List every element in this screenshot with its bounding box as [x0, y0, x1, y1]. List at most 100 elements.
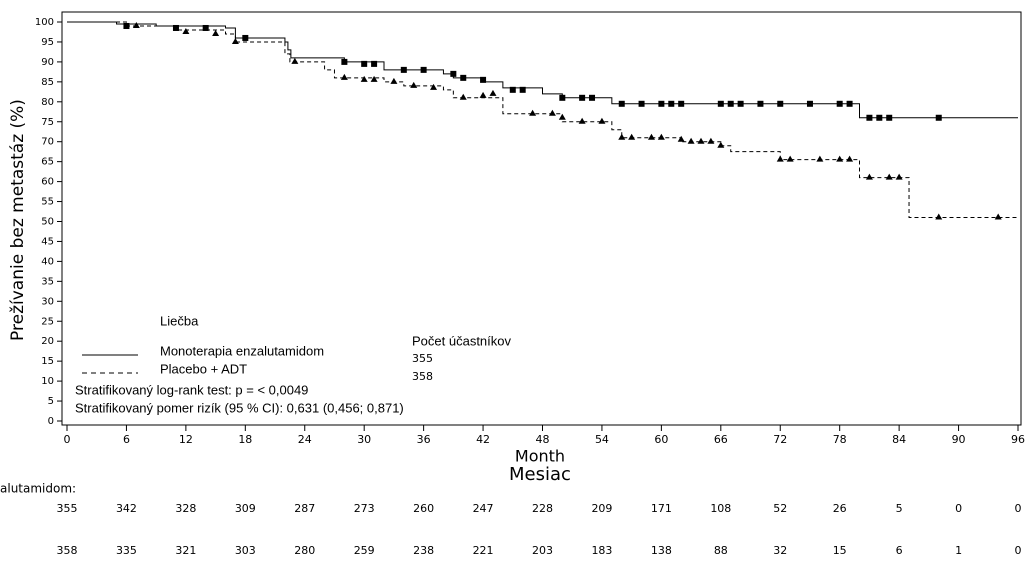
censor-mark — [687, 137, 695, 144]
censor-mark — [816, 155, 824, 162]
x-axis-label-overlay: Mesiac — [509, 464, 571, 485]
censor-mark — [806, 100, 813, 107]
censor-mark — [390, 77, 398, 84]
at-risk-count: 6 — [896, 544, 903, 557]
x-tick-label: 66 — [714, 433, 728, 446]
at-risk-count: 0 — [955, 502, 962, 515]
censor-mark — [866, 114, 873, 121]
y-tick-label: 10 — [41, 376, 54, 387]
legend-n: 358 — [412, 370, 433, 383]
at-risk-count: 221 — [473, 544, 494, 557]
at-risk-count: 358 — [57, 544, 78, 557]
y-axis-label: Prežívanie bez metastáz (%) — [8, 99, 28, 341]
at-risk-count: 108 — [710, 502, 731, 515]
at-risk-count: 321 — [175, 544, 196, 557]
censor-mark — [776, 155, 784, 162]
censor-mark — [579, 94, 586, 101]
km-curve — [67, 21, 1018, 119]
censor-mark — [242, 34, 249, 41]
censor-mark — [836, 100, 843, 107]
at-risk-count: 355 — [57, 502, 78, 515]
at-risk-count: 328 — [175, 502, 196, 515]
censor-mark — [786, 155, 794, 162]
at-risk-count: 26 — [833, 502, 847, 515]
censor-mark — [430, 83, 438, 90]
censor-mark — [519, 86, 526, 93]
censor-mark — [529, 109, 537, 116]
censor-mark — [558, 113, 566, 120]
censor-mark — [697, 137, 705, 144]
at-risk-count: 228 — [532, 502, 553, 515]
censor-mark — [340, 73, 348, 80]
at-risk-count: 183 — [591, 544, 612, 557]
censor-mark — [935, 213, 943, 220]
censor-mark — [846, 155, 854, 162]
censor-mark — [559, 94, 566, 101]
censor-mark — [450, 70, 457, 77]
censor-mark — [935, 114, 942, 121]
y-tick-label: 15 — [41, 356, 54, 367]
censor-mark — [658, 100, 665, 107]
x-tick-label: 84 — [892, 433, 906, 446]
legend-title: Liečba — [160, 313, 199, 328]
at-risk-count: 287 — [294, 502, 315, 515]
y-tick-label: 35 — [41, 276, 54, 287]
at-risk-count: 335 — [116, 544, 137, 557]
at-risk-count: 342 — [116, 502, 137, 515]
y-tick-label: 95 — [41, 37, 54, 48]
censor-mark — [836, 155, 844, 162]
censor-mark — [460, 74, 467, 81]
x-tick-label: 96 — [1011, 433, 1025, 446]
at-risk-count: 247 — [473, 502, 494, 515]
censor-mark — [727, 100, 734, 107]
x-tick-label: 30 — [357, 433, 371, 446]
n-header: Počet účastníkov — [412, 333, 511, 348]
at-risk-count: 88 — [714, 544, 728, 557]
at-risk-count: 52 — [773, 502, 787, 515]
y-tick-label: 45 — [41, 236, 54, 247]
censor-mark — [341, 58, 348, 65]
censor-mark — [618, 133, 626, 140]
censor-mark — [361, 60, 368, 67]
y-tick-label: 5 — [48, 396, 54, 407]
censor-mark — [598, 117, 606, 124]
at-risk-count: 209 — [591, 502, 612, 515]
at-risk-label: alutamidom: — [0, 482, 76, 496]
censor-mark — [420, 66, 427, 73]
censor-mark — [479, 91, 487, 98]
y-tick-label: 40 — [41, 256, 54, 267]
legend-label: Monoterapia enzalutamidom — [160, 343, 324, 358]
censor-mark — [410, 81, 418, 88]
censor-mark — [885, 173, 893, 180]
x-tick-label: 90 — [952, 433, 966, 446]
censor-mark — [400, 66, 407, 73]
at-risk-count: 238 — [413, 544, 434, 557]
y-tick-label: 0 — [48, 416, 54, 427]
censor-mark — [657, 133, 665, 140]
censor-mark — [548, 109, 556, 116]
y-tick-label: 80 — [41, 97, 54, 108]
x-tick-label: 0 — [64, 433, 71, 446]
censor-mark — [717, 141, 725, 148]
censor-mark — [231, 37, 239, 44]
censor-mark — [182, 27, 190, 34]
censor-mark — [668, 100, 675, 107]
y-tick-label: 60 — [41, 177, 54, 188]
censor-mark — [360, 75, 368, 82]
x-axis-label: Month — [515, 447, 565, 466]
censor-mark — [618, 100, 625, 107]
at-risk-count: 0 — [1015, 544, 1022, 557]
censor-mark — [132, 21, 140, 28]
censor-mark — [212, 29, 220, 36]
y-tick-label: 30 — [41, 296, 54, 307]
at-risk-count: 303 — [235, 544, 256, 557]
y-tick-label: 25 — [41, 316, 54, 327]
at-risk-count: 15 — [833, 544, 847, 557]
y-tick-label: 85 — [41, 77, 54, 88]
x-tick-label: 42 — [476, 433, 490, 446]
y-tick-label: 55 — [41, 197, 54, 208]
y-tick-label: 65 — [41, 157, 54, 168]
y-tick-label: 50 — [41, 217, 54, 228]
x-tick-label: 48 — [536, 433, 550, 446]
censor-mark — [489, 89, 497, 96]
